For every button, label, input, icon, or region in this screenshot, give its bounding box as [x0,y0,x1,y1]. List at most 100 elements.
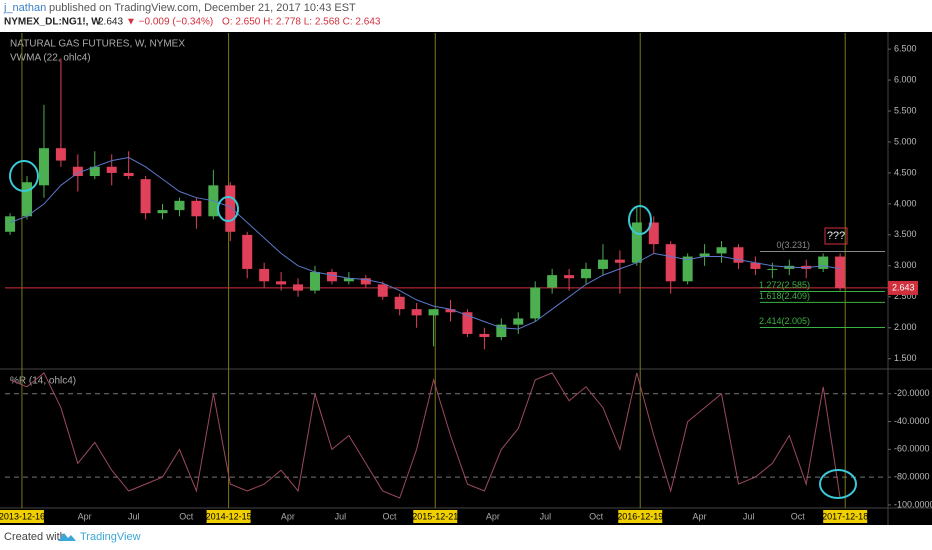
candle-body [733,247,744,263]
y-tick-label: 2.500 [894,291,917,301]
last-price-tag [888,280,918,295]
candle-body [411,309,422,316]
author[interactable]: j_nathan [3,2,46,14]
y-tick-label: -80.0000 [894,472,930,482]
candle-body [428,309,439,316]
candle-body [479,333,490,338]
y-tick-label: 5.000 [894,136,917,146]
y-tick-label: 3.500 [894,229,917,239]
candle-body [699,253,710,257]
candle-body [394,296,405,310]
candle-body [530,287,541,319]
y-tick-label: 3.000 [894,260,917,270]
y-tick-label: 6.000 [894,74,917,84]
candle-body [140,179,151,214]
marks: 2013-12-16 Apr Jul Oct 2014-12-15 Apr Jul Oct 20… [0,33,932,523]
candle-body [665,244,676,282]
candle-body [682,256,693,282]
fib-label: 1.618(2.409) [759,291,810,301]
date-highlight [413,510,458,523]
date-highlight [618,510,663,523]
published: published on TradingView.com, December 2… [49,2,356,14]
ohlc: O: 2.650 H: 2.778 L: 2.568 C: 2.643 [222,17,381,28]
fib-label: 1.272(2.585) [759,280,810,290]
annotation: ??? [827,230,845,242]
candle-body [716,247,727,254]
candle-body [72,166,83,177]
footer-brand[interactable]: TradingView [80,531,141,543]
candle-body [648,222,659,245]
circle-drawing [217,196,239,222]
x-tick-label: 2014-12-15 [206,511,252,521]
drawings [9,160,857,499]
candle-body [309,272,320,291]
date-highlight [206,510,251,523]
x-tick-label: Jul [128,511,140,521]
indicator-label: VWMA (22, ohlc4) [10,53,91,64]
candle-body [564,275,575,279]
fib-label: 0(3.231) [776,240,810,250]
candle-body [22,182,33,217]
price: 2.643 [98,17,123,28]
last-price-label: 2.643 [892,282,915,292]
indicator-label: %R (14, ohlc4) [10,376,76,387]
candle-body [462,312,473,334]
candle-body [293,284,304,291]
x-tick-label: Jul [540,511,552,521]
circle-drawing [819,469,857,499]
y-tick-label: 6.500 [894,43,917,53]
x-tick-label: Apr [486,511,500,521]
candle-body [547,275,558,288]
candle-body [377,284,388,297]
x-tick-label: Oct [383,511,398,521]
x-tick-label: Jul [743,511,755,521]
circle-drawing [628,205,652,235]
brand-logo [58,533,76,541]
candle-body [174,200,185,211]
candle-body [581,268,592,279]
y-tick-label: 5.500 [894,105,917,115]
x-tick-label: 2016-12-19 [617,511,663,521]
y-tick-label: -60.0000 [894,444,930,454]
candle-body [326,272,337,282]
candle-body [631,222,642,263]
candle-body [157,210,168,214]
candle-body [106,166,117,173]
date-highlight [823,510,868,523]
candle-body [496,324,507,338]
candle-body [360,278,371,285]
candle-body [276,281,287,285]
chart-title: NATURAL GAS FUTURES, W, NYMEX [10,39,185,50]
candle-body [191,200,202,217]
candle-body [242,234,253,269]
y-tick-label: 4.000 [894,198,917,208]
candle-body [89,166,100,177]
x-tick-label: 2013-12-16 [0,511,45,521]
y-tick-label: -100.0000 [894,499,932,509]
candle-body [614,259,625,263]
circle-drawing [9,160,39,192]
x-tick-label: Apr [693,511,707,521]
x-tick-label: 2017-12-18 [822,511,868,521]
candle-body [38,148,49,186]
candle-body [750,262,761,269]
indicator-line [9,372,841,499]
fib-label: 2.414(2.005) [759,316,810,326]
date-highlight [0,510,44,523]
y-tick-label: -20.0000 [894,388,930,398]
header-bg [0,0,932,32]
candle-body [597,259,608,269]
y-tick-label: -40.0000 [894,416,930,426]
candle-body [343,278,354,282]
annotation-box [824,227,848,245]
x-tick-label: Apr [281,511,295,521]
footer-bg [0,525,932,550]
candle-body [55,148,66,161]
candle-body [818,256,829,269]
footer-created: Created with [4,531,66,543]
candle-body [123,172,134,177]
candle-body [513,318,524,325]
x-tick-label: Oct [791,511,806,521]
x-tick-label: 2015-12-21 [412,511,458,521]
